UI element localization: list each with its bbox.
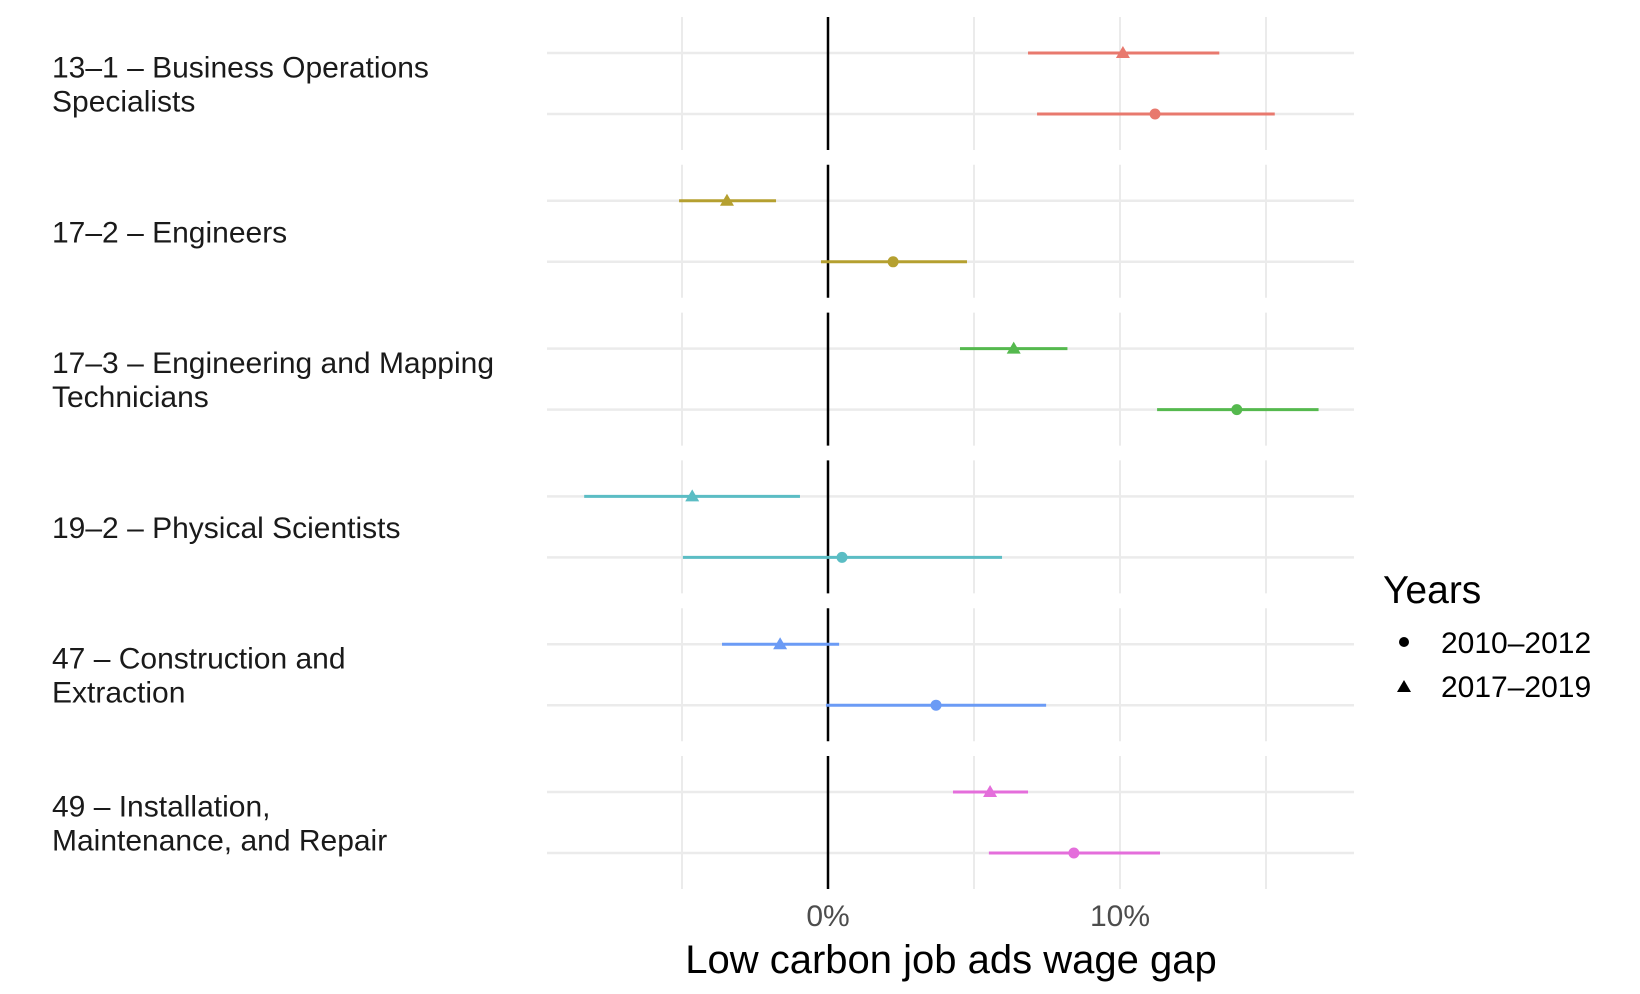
group-label-line: 13–1 – Business Operations: [52, 52, 429, 85]
panel: 13–1 – Business Operations Specialists: [52, 17, 1354, 150]
legend-circle-icon: [1399, 637, 1409, 647]
group-label: 49 – Installation, Maintenance, and Repai…: [52, 791, 387, 858]
group-label: 13–1 – Business Operations Specialists: [52, 52, 429, 119]
point-estimate-triangle: [773, 637, 788, 650]
x-tick-label: 10%: [1090, 900, 1150, 933]
x-axis-ticks: 0% 10%: [806, 900, 1150, 933]
group-label: 47 – Construction and Extraction: [52, 643, 346, 710]
group-label-line: Specialists: [52, 86, 195, 119]
group-label-line: 17–3 – Engineering and Mapping: [52, 347, 494, 380]
legend-triangle-icon: [1397, 680, 1411, 692]
group-label-line: 19–2 – Physical Scientists: [52, 512, 401, 545]
point-estimate-circle: [1068, 847, 1080, 859]
point-estimate-circle: [887, 256, 899, 268]
point-estimate-circle: [930, 699, 942, 711]
point-estimate-circle: [1231, 404, 1243, 416]
group-label: 17–3 – Engineering and Mapping Technician…: [52, 347, 494, 414]
group-label-line: 17–2 – Engineers: [52, 216, 287, 249]
point-estimate-circle: [836, 551, 848, 563]
panel: 17–3 – Engineering and Mapping Technician…: [52, 312, 1354, 446]
point-estimate-triangle: [983, 785, 998, 797]
point-estimate-triangle: [1115, 46, 1130, 58]
group-label-line: Technicians: [52, 381, 209, 414]
legend-label-2017-2019: 2017–2019: [1441, 671, 1591, 704]
legend-label-2010-2012: 2010–2012: [1441, 627, 1591, 660]
legend: Years 2010–2012 2017–2019: [1383, 569, 1591, 704]
group-label-line: 49 – Installation,: [52, 791, 270, 824]
point-estimate-triangle: [1006, 341, 1021, 354]
legend-title: Years: [1383, 569, 1481, 612]
x-tick-label: 0%: [806, 900, 849, 933]
point-estimate-triangle: [719, 193, 734, 206]
group-label: 19–2 – Physical Scientists: [52, 512, 401, 545]
group-label-line: Extraction: [52, 677, 185, 710]
group-label: 17–2 – Engineers: [52, 216, 287, 249]
x-axis-title: Low carbon job ads wage gap: [685, 938, 1216, 982]
group-label-line: 47 – Construction and: [52, 643, 346, 676]
panel: 17–2 – Engineers: [52, 164, 1354, 298]
group-label-line: Maintenance, and Repair: [52, 825, 387, 858]
plot-panels: 13–1 – Business Operations Specialists 17–…: [52, 17, 1354, 889]
panel: 49 – Installation, Maintenance, and Repai…: [52, 756, 1354, 889]
panel: 47 – Construction and Extraction: [52, 608, 1354, 742]
point-estimate-triangle: [685, 489, 700, 502]
point-estimate-circle: [1149, 108, 1161, 120]
panel: 19–2 – Physical Scientists: [52, 460, 1354, 594]
